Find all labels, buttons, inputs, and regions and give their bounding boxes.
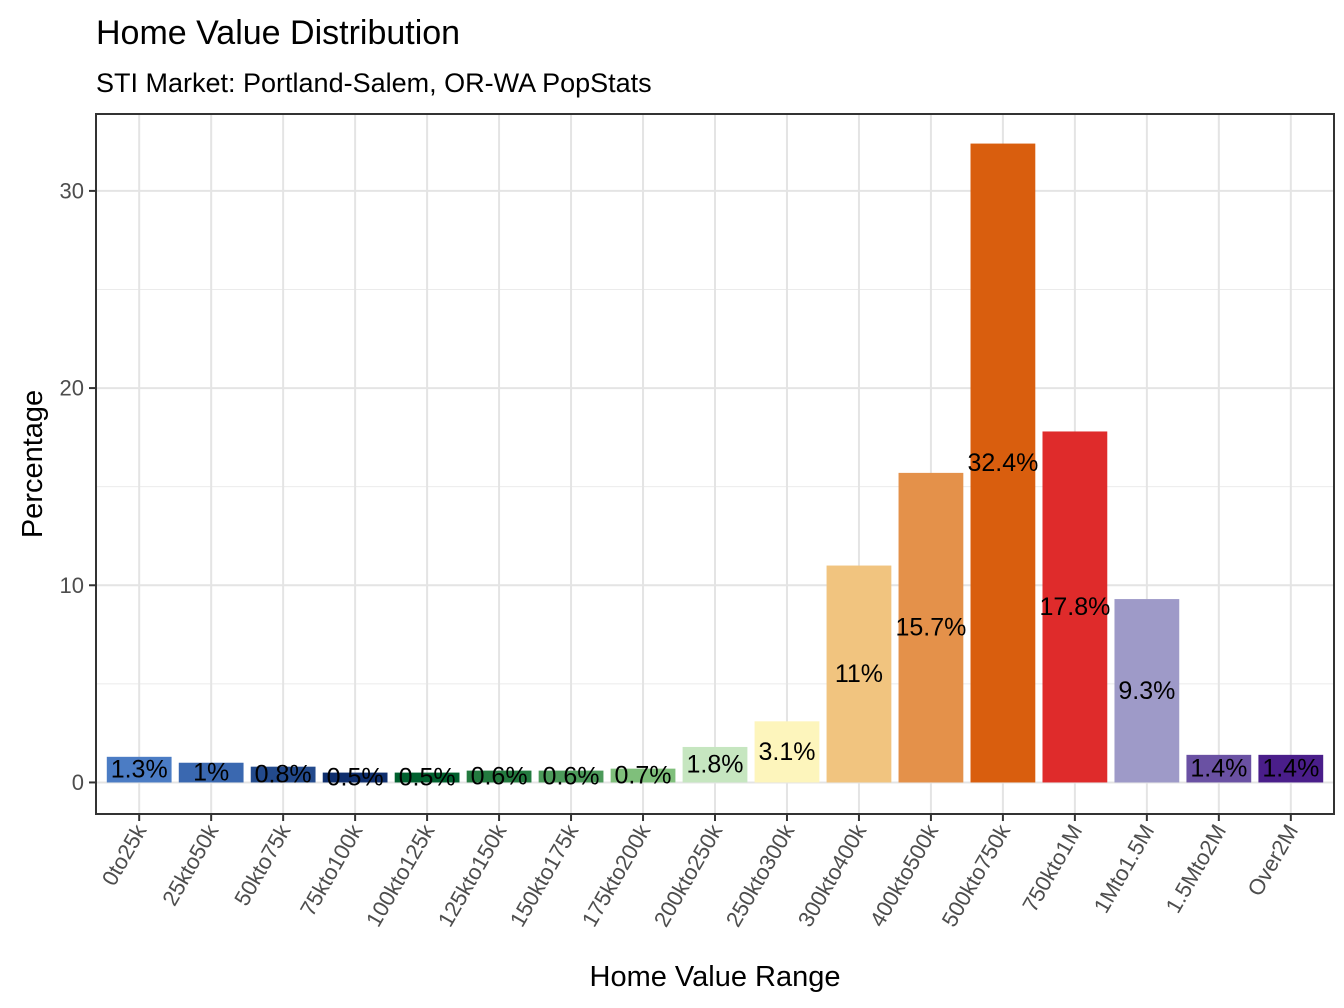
x-tick-label: 175kto200k [577,819,656,931]
x-axis-title: Home Value Range [590,961,841,993]
bar-750kto1M [1042,431,1108,783]
bar-1Mto1.5M [1114,599,1180,783]
bar-0to25k [106,756,172,783]
x-tick-label: 75kto100k [295,819,368,920]
bar-label-250kto300k: 3.1% [758,738,815,766]
bar-250kto300k [754,721,820,783]
bar-label-200kto250k: 1.8% [687,751,744,779]
x-tick-label: 300kto400k [793,819,872,931]
chart-title: Home Value Distribution [96,14,460,52]
bars [106,143,1324,783]
bar-300kto400k [826,565,892,783]
y-tick-label: 10 [60,573,84,598]
x-tick-label: 200kto250k [649,819,728,931]
bar-100kto125k [394,772,460,783]
bar-label-50kto75k: 0.8% [255,761,312,789]
chart-subtitle: STI Market: Portland-Salem, OR-WA PopSta… [96,68,652,98]
bar-label-125kto150k: 0.6% [471,763,528,791]
x-tick-label: 150kto175k [505,819,584,931]
bar-label-75kto100k: 0.5% [327,764,384,792]
x-tick-label: 1.5Mto2M [1161,820,1232,917]
y-tick-label: 20 [60,376,84,401]
bar-50kto75k [250,766,316,783]
x-tick-label: 50kto75k [229,819,296,910]
bar-label-175kto200k: 0.7% [615,762,672,790]
x-tick-label: 125kto150k [433,819,512,931]
bar-label-750kto1M: 17.8% [1039,593,1110,621]
bar-75kto100k [322,772,388,783]
x-axis: 0to25k 25kto50k 50kto75k 75kto100k100kto125… [97,814,1303,931]
x-tick-label: 500kto750k [937,819,1016,931]
x-tick-label: 1Mto1.5M [1089,820,1160,917]
bar-label-400kto500k: 15.7% [895,614,966,642]
y-axis: 0 10 20 30 [60,178,96,795]
bar-175kto200k [610,768,676,783]
x-tick-label: 250kto300k [721,819,800,931]
bar-label-0to25k: 1.3% [111,756,168,784]
y-axis-title: Percentage [17,390,49,538]
x-tick-label: 100kto125k [361,819,440,931]
x-tick-label: 400kto500k [865,819,944,931]
bar-25kto50k [178,762,244,783]
bar-label-25kto50k: 1% [193,759,229,787]
bar-label-150kto175k: 0.6% [543,763,600,791]
bar-1.5Mto2M [1186,754,1252,783]
bar-Over2M [1258,754,1324,783]
y-tick-label: 0 [72,770,84,795]
bar-400kto500k [898,472,964,783]
bar-labels: 1.3% 1% 0.8% 0.5% 0.5% 0.6% 0.6% 0.7% 1.8% 3.1% 11… [111,449,1320,792]
x-tick-label: 750kto1M [1017,820,1087,916]
bar-150kto175k [538,770,604,783]
bar-label-300kto400k: 11% [835,660,883,688]
bar-label-1.5Mto2M: 1.4% [1190,755,1247,783]
bar-label-1Mto1.5M: 9.3% [1118,677,1175,705]
bar-125kto150k [466,770,532,783]
bar-200kto250k [682,746,748,783]
x-tick-label: 25kto50k [157,819,224,910]
bar-label-500kto750k: 32.4% [967,449,1038,477]
bar-label-Over2M: 1.4% [1262,755,1319,783]
bar-label-100kto125k: 0.5% [399,764,456,792]
x-tick-label: Over2M [1242,820,1303,900]
bar-500kto750k [970,143,1036,783]
y-tick-label: 30 [60,178,84,203]
x-tick-label: 0to25k [97,819,152,890]
